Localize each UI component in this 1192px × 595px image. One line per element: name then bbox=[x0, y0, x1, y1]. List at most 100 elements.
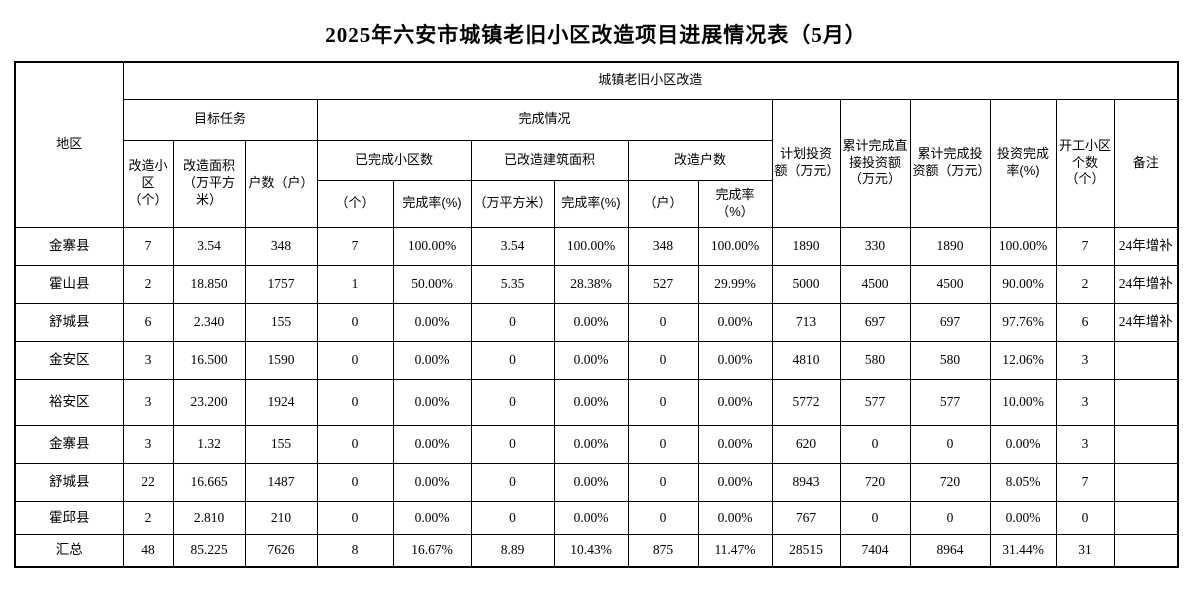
value-cell: 18.850 bbox=[172, 264, 246, 304]
value-cell: 0 bbox=[909, 424, 991, 464]
value-cell: 10.00% bbox=[989, 378, 1057, 426]
table-header: 地区 城镇老旧小区改造 目标任务 完成情况 计划投资额（万元） 累计完成直接投资… bbox=[14, 61, 1179, 228]
table-row: 舒城县 6 2.340 155 0 0.00% 0 0.00% 0 0.00% 713 697 697 9… bbox=[14, 302, 1179, 342]
value-cell: 2.340 bbox=[172, 302, 246, 342]
header-completed-area-rate: 完成率(%) bbox=[553, 179, 629, 228]
header-cumulative-direct-investment: 累计完成直接投资额（万元） bbox=[839, 98, 911, 228]
value-cell: 31 bbox=[1055, 533, 1115, 568]
value-cell: 0 bbox=[839, 424, 911, 464]
value-cell: 155 bbox=[244, 302, 318, 342]
value-cell: 720 bbox=[839, 462, 911, 502]
value-cell: 8.89 bbox=[470, 533, 555, 568]
remark-cell bbox=[1113, 500, 1179, 535]
value-cell: 22 bbox=[122, 462, 174, 502]
header-cumulative-investment: 累计完成投资额（万元） bbox=[909, 98, 991, 228]
region-cell: 金寨县 bbox=[14, 226, 124, 266]
header-remark: 备注 bbox=[1113, 98, 1179, 228]
value-cell: 1 bbox=[316, 264, 394, 304]
header-completed-count-rate: 完成率(%) bbox=[392, 179, 472, 228]
value-cell: 7 bbox=[1055, 462, 1115, 502]
value-cell: 0 bbox=[316, 500, 394, 535]
value-cell: 0.00% bbox=[697, 500, 773, 535]
value-cell: 0.00% bbox=[989, 424, 1057, 464]
value-cell: 85.225 bbox=[172, 533, 246, 568]
value-cell: 12.06% bbox=[989, 340, 1057, 380]
value-cell: 580 bbox=[909, 340, 991, 380]
table-row: 霍山县 2 18.850 1757 1 50.00% 5.35 28.38% 527 29.99%… bbox=[14, 264, 1179, 304]
region-cell: 金寨县 bbox=[14, 424, 124, 464]
remark-cell: 24年增补 bbox=[1113, 226, 1179, 266]
value-cell: 0 bbox=[470, 378, 555, 426]
value-cell: 8 bbox=[316, 533, 394, 568]
region-cell: 裕安区 bbox=[14, 378, 124, 426]
value-cell: 0.00% bbox=[392, 378, 472, 426]
value-cell: 0 bbox=[316, 340, 394, 380]
header-households: 户数（户） bbox=[244, 139, 318, 228]
value-cell: 0.00% bbox=[697, 462, 773, 502]
value-cell: 7 bbox=[122, 226, 174, 266]
header-started-districts: 开工小区个数（个） bbox=[1055, 98, 1115, 228]
remark-cell: 24年增补 bbox=[1113, 264, 1179, 304]
value-cell: 97.76% bbox=[989, 302, 1057, 342]
value-cell: 3.54 bbox=[470, 226, 555, 266]
value-cell: 0.00% bbox=[392, 424, 472, 464]
region-cell: 霍山县 bbox=[14, 264, 124, 304]
value-cell: 7626 bbox=[244, 533, 318, 568]
value-cell: 720 bbox=[909, 462, 991, 502]
value-cell: 0 bbox=[316, 302, 394, 342]
value-cell: 1890 bbox=[771, 226, 841, 266]
table-row: 金寨县 3 1.32 155 0 0.00% 0 0.00% 0 0.00% 620 0 0 0.00% 3 bbox=[14, 424, 1179, 464]
value-cell: 3.54 bbox=[172, 226, 246, 266]
value-cell: 527 bbox=[627, 264, 699, 304]
value-cell: 0 bbox=[316, 462, 394, 502]
value-cell: 0 bbox=[316, 424, 394, 464]
table-row: 汇总 48 85.225 7626 8 16.67% 8.89 10.43% 875 11.47%… bbox=[14, 533, 1179, 568]
remark-cell: 24年增补 bbox=[1113, 302, 1179, 342]
value-cell: 0.00% bbox=[553, 500, 629, 535]
value-cell: 28515 bbox=[771, 533, 841, 568]
region-cell: 霍邱县 bbox=[14, 500, 124, 535]
value-cell: 0.00% bbox=[697, 340, 773, 380]
value-cell: 0.00% bbox=[392, 340, 472, 380]
value-cell: 0.00% bbox=[697, 378, 773, 426]
value-cell: 5772 bbox=[771, 378, 841, 426]
header-completed-districts: 已完成小区数 bbox=[316, 139, 472, 181]
value-cell: 577 bbox=[909, 378, 991, 426]
value-cell: 28.38% bbox=[553, 264, 629, 304]
value-cell: 0.00% bbox=[553, 378, 629, 426]
value-cell: 90.00% bbox=[989, 264, 1057, 304]
table-row: 裕安区 3 23.200 1924 0 0.00% 0 0.00% 0 0.00% 5772 577 5… bbox=[14, 378, 1179, 426]
value-cell: 100.00% bbox=[989, 226, 1057, 266]
value-cell: 0 bbox=[627, 302, 699, 342]
value-cell: 100.00% bbox=[392, 226, 472, 266]
value-cell: 3 bbox=[122, 424, 174, 464]
remark-cell bbox=[1113, 424, 1179, 464]
value-cell: 8964 bbox=[909, 533, 991, 568]
value-cell: 16.67% bbox=[392, 533, 472, 568]
value-cell: 767 bbox=[771, 500, 841, 535]
header-completed-area-unit: （万平方米） bbox=[470, 179, 555, 228]
header-investment-rate: 投资完成率(%) bbox=[989, 98, 1057, 228]
region-cell: 汇总 bbox=[14, 533, 124, 568]
value-cell: 16.665 bbox=[172, 462, 246, 502]
value-cell: 580 bbox=[839, 340, 911, 380]
header-row-group: 地区 城镇老旧小区改造 bbox=[14, 61, 1179, 228]
header-completed-count-unit: （个） bbox=[316, 179, 394, 228]
value-cell: 4810 bbox=[771, 340, 841, 380]
value-cell: 3 bbox=[122, 378, 174, 426]
value-cell: 0 bbox=[470, 500, 555, 535]
value-cell: 577 bbox=[839, 378, 911, 426]
table-row: 金安区 3 16.500 1590 0 0.00% 0 0.00% 0 0.00% 4810 580 5… bbox=[14, 340, 1179, 380]
value-cell: 4500 bbox=[909, 264, 991, 304]
value-cell: 0 bbox=[1055, 500, 1115, 535]
header-household-unit: （户） bbox=[627, 179, 699, 228]
value-cell: 0.00% bbox=[553, 340, 629, 380]
table-body: 金寨县 7 3.54 348 7 100.00% 3.54 100.00% 348 100.00%… bbox=[14, 226, 1179, 568]
value-cell: 0 bbox=[627, 462, 699, 502]
value-cell: 100.00% bbox=[697, 226, 773, 266]
header-group-top: 城镇老旧小区改造 bbox=[122, 61, 1179, 100]
header-completion-status: 完成情况 bbox=[316, 98, 773, 141]
value-cell: 4500 bbox=[839, 264, 911, 304]
value-cell: 348 bbox=[244, 226, 318, 266]
